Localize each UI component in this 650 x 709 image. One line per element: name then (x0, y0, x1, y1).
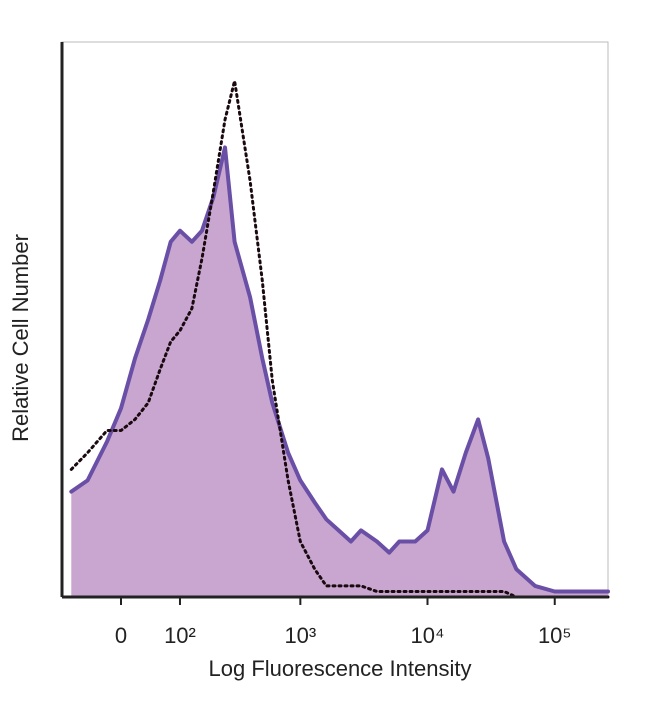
x-axis-label: Log Fluorescence Intensity (209, 656, 472, 681)
x-tick-label: 0 (115, 623, 127, 648)
histogram-line (69, 145, 610, 594)
x-tick-label: 10⁵ (538, 623, 572, 648)
x-tick-label: 10⁴ (411, 623, 445, 648)
x-tick-label: 10² (164, 623, 196, 648)
histogram-line (69, 79, 610, 599)
histogram-area (71, 147, 609, 597)
y-axis-label: Relative Cell Number (8, 234, 33, 442)
x-tick-label: 10³ (284, 623, 316, 648)
